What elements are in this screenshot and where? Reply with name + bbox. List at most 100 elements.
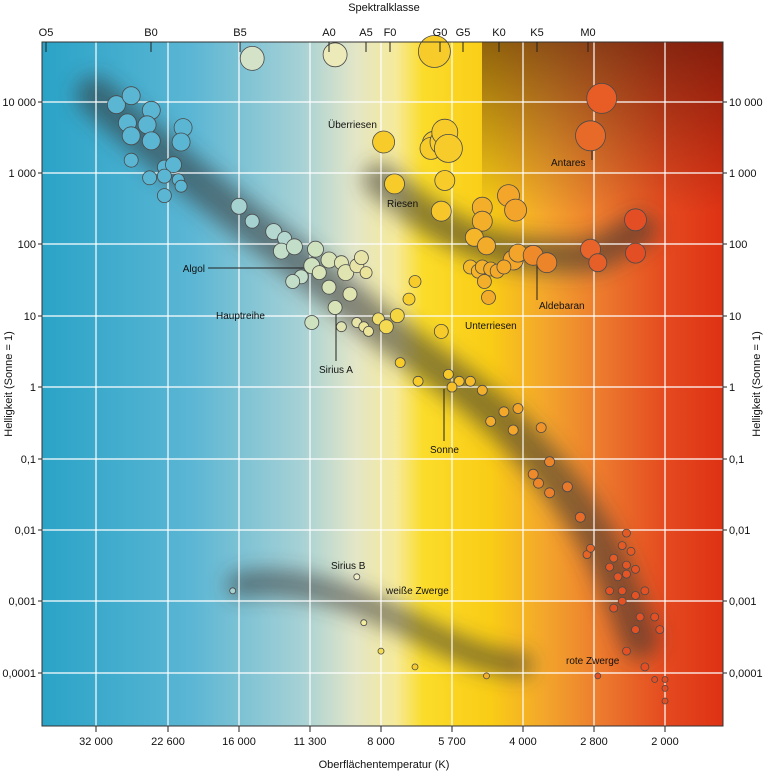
y-tick-label-left: 1 000 (8, 168, 36, 180)
y-tick-label-left: 100 (18, 239, 36, 251)
x-axis-title: Oberflächentemperatur (K) (319, 759, 450, 771)
star-point (609, 603, 619, 613)
star-point (477, 236, 496, 256)
y-axis-title-left: Helligkeit (Sonne = 1) (3, 331, 15, 436)
star-point (640, 662, 650, 672)
star-point (417, 35, 451, 68)
y-tick-label-right: 0,0001 (729, 668, 763, 680)
spectral-tick-label: B0 (144, 27, 157, 39)
star-point (353, 573, 361, 581)
star-point (544, 456, 555, 468)
star-point (408, 275, 422, 288)
star-point (574, 511, 586, 523)
x-tick-label: 8 000 (367, 736, 395, 748)
star-point (174, 179, 188, 193)
star-point (372, 130, 396, 154)
star-point (411, 663, 419, 671)
star-point (625, 242, 646, 264)
star-point (142, 170, 158, 186)
star-point (617, 541, 627, 550)
annotation-label: Antares (551, 158, 585, 169)
y-tick-label-right: 0,001 (729, 596, 757, 608)
star-point (624, 208, 647, 232)
star-point (433, 133, 463, 163)
y-tick-label-right: 1 000 (729, 168, 757, 180)
spectral-tick-label: K5 (530, 27, 543, 39)
y-tick-label-left: 1 (30, 382, 36, 394)
star-point (402, 292, 416, 306)
annotation-label: Sirius B (331, 561, 366, 572)
spectral-tick-label: K0 (492, 27, 505, 39)
star-point (661, 697, 669, 705)
star-point (575, 120, 606, 152)
star-point (476, 384, 488, 396)
star-point (107, 95, 126, 115)
annotation-label: weiße Zwerge (385, 586, 449, 597)
spectral-tick-label: A0 (322, 27, 335, 39)
star-point (321, 279, 337, 295)
annotation-label: Aldebaran (539, 301, 585, 312)
star-point (229, 587, 237, 595)
star-point (123, 152, 139, 168)
star-point (588, 253, 608, 273)
annotation-label: Überriesen (328, 119, 377, 131)
plot-frame (41, 41, 724, 727)
star-point (171, 132, 191, 152)
star-point (650, 612, 660, 622)
star-point (359, 266, 373, 280)
star-point (512, 403, 524, 414)
star-point (265, 223, 283, 241)
star-point (631, 625, 640, 634)
star-point (562, 481, 573, 493)
x-tick-label: 5 700 (438, 736, 466, 748)
star-point (586, 543, 595, 553)
star-point (156, 188, 172, 204)
x-tick-label: 2 000 (651, 736, 679, 748)
star-point (504, 198, 527, 222)
star-point (244, 213, 260, 229)
spectral-tick-label: B5 (233, 27, 246, 39)
white-dwarf-band (227, 569, 533, 678)
annotation-label: rote Zwerge (566, 656, 620, 667)
annotation-label: Unterriesen (465, 321, 517, 332)
star-point (622, 646, 631, 656)
star-point (622, 569, 631, 579)
spectral-class-axis-title: Spektralklasse (348, 2, 420, 14)
star-point (322, 42, 348, 68)
star-point (285, 274, 301, 289)
star-point (285, 238, 303, 256)
x-tick-label: 32 000 (79, 736, 113, 748)
y-tick-label-left: 0,001 (8, 596, 36, 608)
y-tick-label-right: 100 (729, 239, 747, 251)
temperature-axis: 32 000 22 600 16 000 11 300 8 000 5 700 4 000 2… (79, 726, 679, 748)
star-point (586, 83, 618, 114)
star-point (471, 210, 493, 232)
y-tick-label-left: 0,1 (21, 454, 36, 466)
y-tick-label-left: 0,01 (15, 525, 36, 537)
star-point (661, 685, 669, 692)
star-point (446, 381, 458, 393)
star-point (631, 564, 640, 574)
star-point (498, 406, 510, 418)
star-point (481, 289, 496, 305)
star-point (655, 625, 665, 634)
spectral-tick-label: G0 (433, 27, 448, 39)
y-tick-label-left: 0,0001 (2, 668, 36, 680)
star-point (626, 546, 636, 556)
star-point (121, 126, 141, 146)
star-point (434, 170, 456, 191)
star-point (483, 672, 490, 680)
x-tick-label: 22 600 (151, 736, 185, 748)
star-point (384, 173, 405, 195)
region-labels: Überriesen Antares Riesen Algol Hauptreihe Si… (183, 119, 620, 667)
star-point (327, 300, 343, 315)
star-point (353, 250, 369, 266)
annotation-label: Riesen (387, 199, 418, 210)
main-sequence-band (76, 76, 659, 659)
star-point (363, 325, 374, 337)
star-point (605, 586, 614, 596)
star-point (394, 357, 406, 369)
star-point (635, 612, 645, 622)
star-point (165, 156, 182, 174)
